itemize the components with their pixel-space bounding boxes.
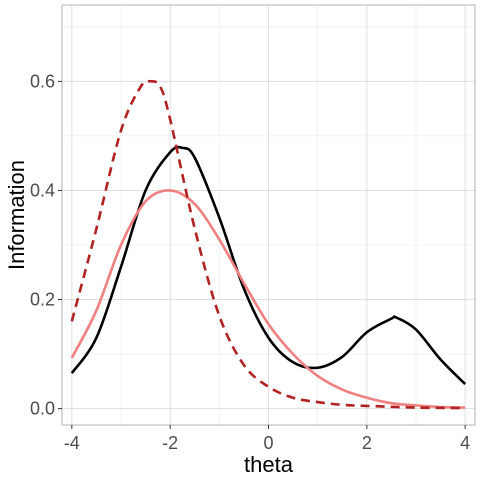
y-tick-label: 0.0: [30, 399, 55, 419]
x-tick-label: 0: [263, 433, 273, 453]
x-tick-label: 2: [362, 433, 372, 453]
grid-lines: [62, 5, 475, 425]
series-line-1: [70, 145, 467, 386]
x-tick-label: 4: [460, 433, 470, 453]
y-axis-ticks: 0.0 0.2 0.4 0.6: [30, 71, 62, 419]
y-tick-label: 0.4: [30, 180, 55, 200]
y-axis-title: Information: [4, 160, 29, 270]
series-line-2: [70, 79, 466, 410]
series-line-3: [70, 189, 466, 409]
series-layer: [70, 79, 467, 410]
y-tick-label: 0.6: [30, 71, 55, 91]
y-tick-label: 0.2: [30, 290, 55, 310]
x-tick-label: -4: [64, 433, 80, 453]
x-axis-ticks: -4 -2 0 2 4: [64, 425, 470, 453]
x-tick-label: -2: [162, 433, 178, 453]
x-axis-title: theta: [244, 452, 294, 477]
